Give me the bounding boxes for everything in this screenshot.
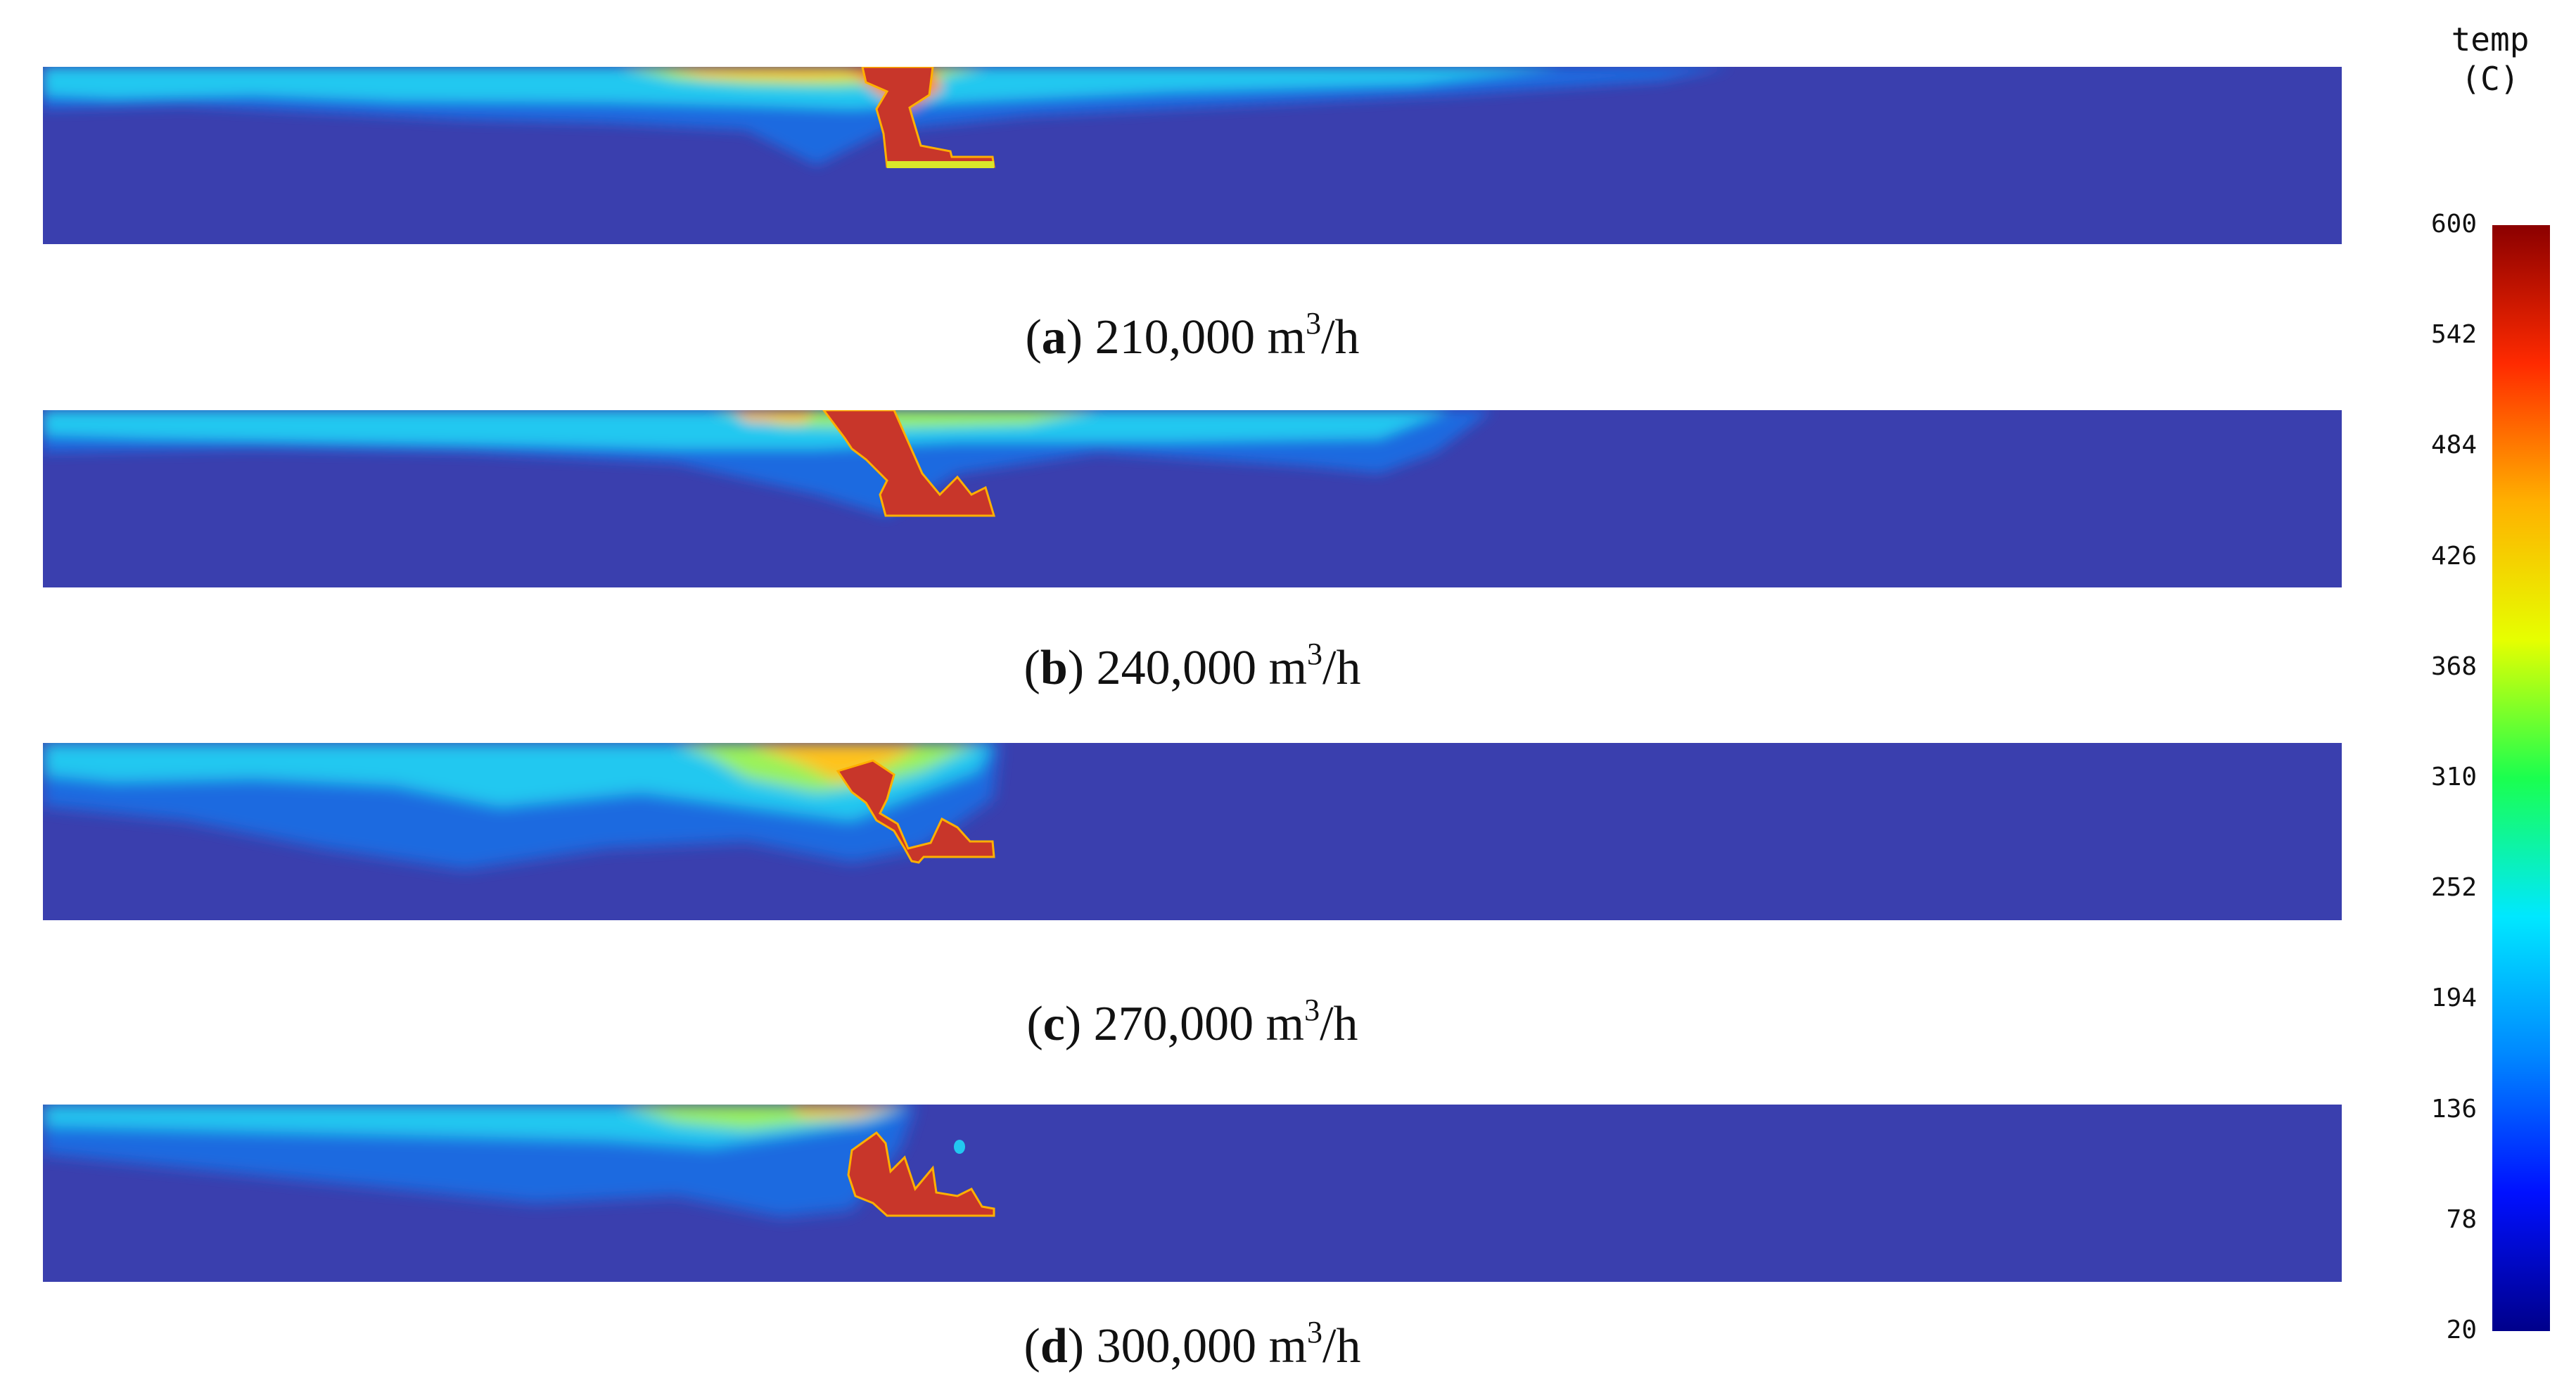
caption-a: (a) 210,000 m3/h <box>1025 306 1360 365</box>
temperature-plot-c <box>43 743 2342 920</box>
temperature-plot-b <box>43 410 2342 587</box>
temperature-plot-a <box>43 67 2342 244</box>
legend-title-line2: (C) <box>2461 60 2520 98</box>
caption-b: (b) 240,000 m3/h <box>1024 637 1361 696</box>
legend-tick-label: 368 <box>2430 651 2477 681</box>
legend-tick-label: 20 <box>2446 1316 2477 1344</box>
color-scale-bar <box>2492 225 2550 1331</box>
legend-tick-label: 136 <box>2430 1094 2477 1124</box>
legend-tick-label: 484 <box>2430 431 2477 460</box>
legend-title: temp (C) <box>2420 20 2561 98</box>
caption-d: (d) 300,000 m3/h <box>1024 1315 1361 1374</box>
temperature-plot-d <box>43 1105 2342 1282</box>
legend-tick-label: 426 <box>2430 541 2477 571</box>
legend-tick-label: 252 <box>2430 873 2477 903</box>
legend-tick-label: 310 <box>2430 763 2477 791</box>
legend-title-line1: temp <box>2451 20 2530 58</box>
legend-tick-label: 542 <box>2430 320 2477 350</box>
legend-tick-label: 194 <box>2430 984 2477 1013</box>
legend-tick-label: 600 <box>2430 210 2477 238</box>
caption-c: (c) 270,000 m3/h <box>1026 993 1358 1052</box>
legend-tick-label: 78 <box>2446 1204 2477 1234</box>
